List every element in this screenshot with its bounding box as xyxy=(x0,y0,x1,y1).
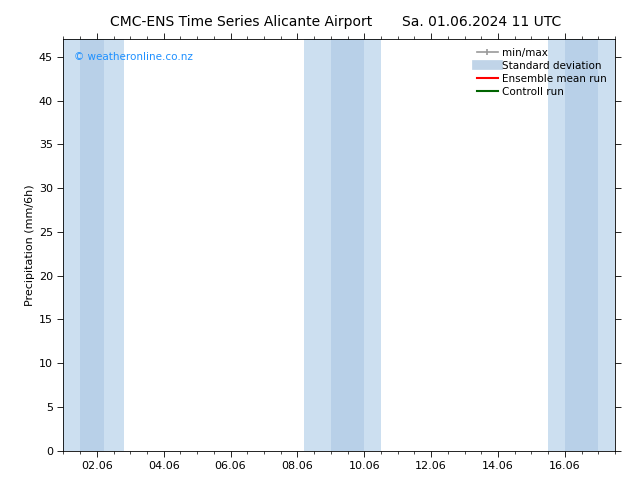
Bar xyxy=(548,39,615,451)
Bar xyxy=(331,39,365,451)
Bar xyxy=(80,39,103,451)
Bar xyxy=(565,39,598,451)
Y-axis label: Precipitation (mm/6h): Precipitation (mm/6h) xyxy=(25,184,35,306)
Text: Sa. 01.06.2024 11 UTC: Sa. 01.06.2024 11 UTC xyxy=(402,15,562,29)
Text: © weatheronline.co.nz: © weatheronline.co.nz xyxy=(74,51,193,62)
Text: CMC-ENS Time Series Alicante Airport: CMC-ENS Time Series Alicante Airport xyxy=(110,15,372,29)
Bar xyxy=(304,39,381,451)
Legend: min/max, Standard deviation, Ensemble mean run, Controll run: min/max, Standard deviation, Ensemble me… xyxy=(474,45,610,100)
Bar xyxy=(63,39,124,451)
